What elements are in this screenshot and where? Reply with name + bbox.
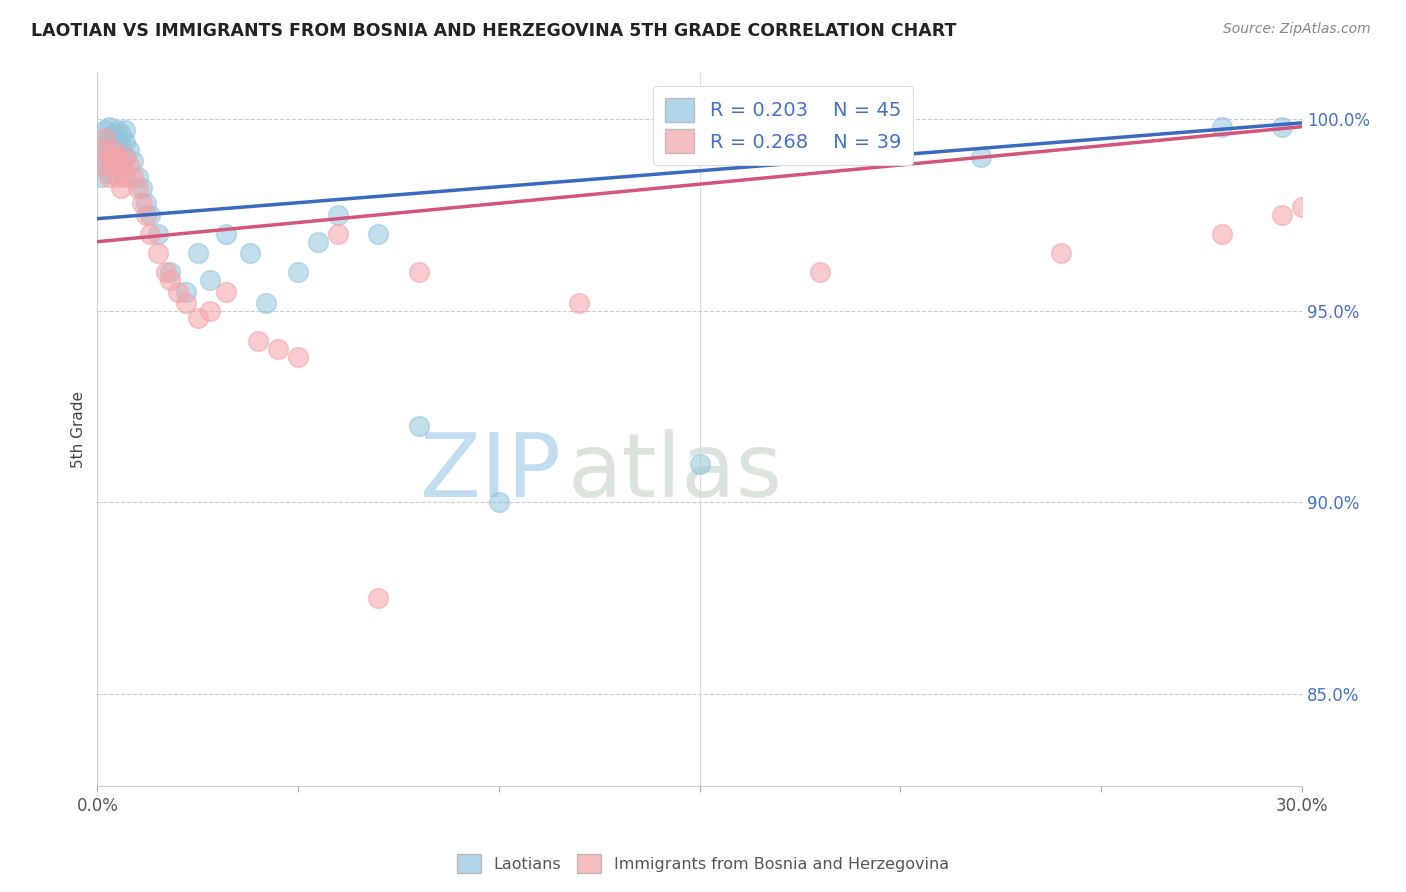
- Point: [98, 166, 121, 180]
- Point: [107, 135, 129, 149]
- Point: [110, 138, 132, 153]
- Point: [808, 265, 831, 279]
- Point: [131, 181, 153, 195]
- Point: [138, 227, 160, 241]
- Point: [408, 265, 430, 279]
- Point: [287, 265, 309, 279]
- Point: [146, 246, 169, 260]
- Point: [174, 296, 197, 310]
- Point: [367, 227, 389, 241]
- Point: [970, 150, 993, 164]
- Point: [98, 120, 121, 134]
- Point: [110, 181, 132, 195]
- Point: [198, 303, 221, 318]
- Point: [1050, 246, 1073, 260]
- Point: [94, 138, 117, 153]
- Point: [1271, 120, 1294, 134]
- Point: [254, 296, 277, 310]
- Point: [187, 311, 209, 326]
- Point: [94, 158, 117, 172]
- Point: [94, 143, 117, 157]
- Point: [94, 131, 117, 145]
- Point: [135, 208, 157, 222]
- Point: [287, 350, 309, 364]
- Point: [159, 265, 181, 279]
- Point: [246, 334, 269, 349]
- Point: [1271, 208, 1294, 222]
- Point: [103, 143, 125, 157]
- Point: [98, 169, 121, 184]
- Point: [166, 285, 188, 299]
- Point: [94, 123, 117, 137]
- Point: [215, 285, 238, 299]
- Point: [107, 123, 129, 137]
- Point: [98, 131, 121, 145]
- Point: [159, 273, 181, 287]
- Point: [122, 154, 145, 169]
- Point: [239, 246, 262, 260]
- Point: [328, 227, 350, 241]
- Point: [408, 418, 430, 433]
- Point: [90, 158, 112, 172]
- Point: [110, 161, 132, 176]
- Point: [155, 265, 177, 279]
- Point: [107, 150, 129, 164]
- Point: [198, 273, 221, 287]
- Point: [114, 123, 136, 137]
- Point: [114, 135, 136, 149]
- Point: [488, 495, 510, 509]
- Point: [328, 208, 350, 222]
- Point: [689, 457, 711, 471]
- Point: [187, 246, 209, 260]
- Point: [114, 150, 136, 164]
- Point: [98, 146, 121, 161]
- Point: [135, 196, 157, 211]
- Point: [103, 128, 125, 142]
- Point: [110, 128, 132, 142]
- Point: [131, 196, 153, 211]
- Point: [110, 158, 132, 172]
- Point: [114, 150, 136, 164]
- Point: [127, 181, 149, 195]
- Point: [138, 208, 160, 222]
- Point: [146, 227, 169, 241]
- Point: [118, 158, 141, 172]
- Point: [103, 138, 125, 153]
- Point: [568, 296, 591, 310]
- Point: [118, 143, 141, 157]
- Point: [90, 150, 112, 164]
- Point: [267, 342, 290, 356]
- Point: [103, 158, 125, 172]
- Point: [1211, 227, 1233, 241]
- Point: [98, 150, 121, 164]
- Text: ZIP: ZIP: [420, 429, 561, 516]
- Point: [215, 227, 238, 241]
- Point: [107, 169, 129, 184]
- Point: [1291, 200, 1313, 214]
- Legend: Laotians, Immigrants from Bosnia and Herzegovina: Laotians, Immigrants from Bosnia and Her…: [450, 847, 956, 880]
- Point: [114, 169, 136, 184]
- Text: Source: ZipAtlas.com: Source: ZipAtlas.com: [1223, 22, 1371, 37]
- Text: atlas: atlas: [567, 429, 782, 516]
- Y-axis label: 5th Grade: 5th Grade: [72, 391, 86, 468]
- Legend: R = 0.203    N = 45, R = 0.268    N = 39: R = 0.203 N = 45, R = 0.268 N = 39: [654, 87, 912, 165]
- Point: [367, 591, 389, 606]
- Point: [1211, 120, 1233, 134]
- Point: [174, 285, 197, 299]
- Point: [307, 235, 329, 249]
- Point: [127, 169, 149, 184]
- Point: [90, 169, 112, 184]
- Point: [107, 150, 129, 164]
- Point: [103, 158, 125, 172]
- Text: LAOTIAN VS IMMIGRANTS FROM BOSNIA AND HERZEGOVINA 5TH GRADE CORRELATION CHART: LAOTIAN VS IMMIGRANTS FROM BOSNIA AND HE…: [31, 22, 956, 40]
- Point: [122, 169, 145, 184]
